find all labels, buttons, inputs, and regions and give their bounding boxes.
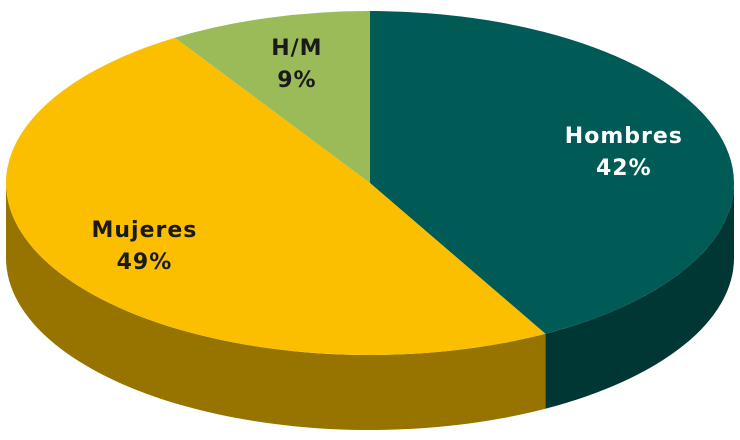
slice-side [545,183,734,409]
slice-value-label: 49% [117,250,173,275]
slice-label: Mujeres [91,218,197,243]
slice [5,37,546,356]
slice-value-label: 9% [277,68,316,93]
slice-label: Hombres [565,124,683,149]
slice-value-label: 42% [596,156,652,181]
slice-label: H/M [271,36,322,61]
slice [174,11,370,183]
slice-side [6,183,546,431]
slice [370,11,735,334]
